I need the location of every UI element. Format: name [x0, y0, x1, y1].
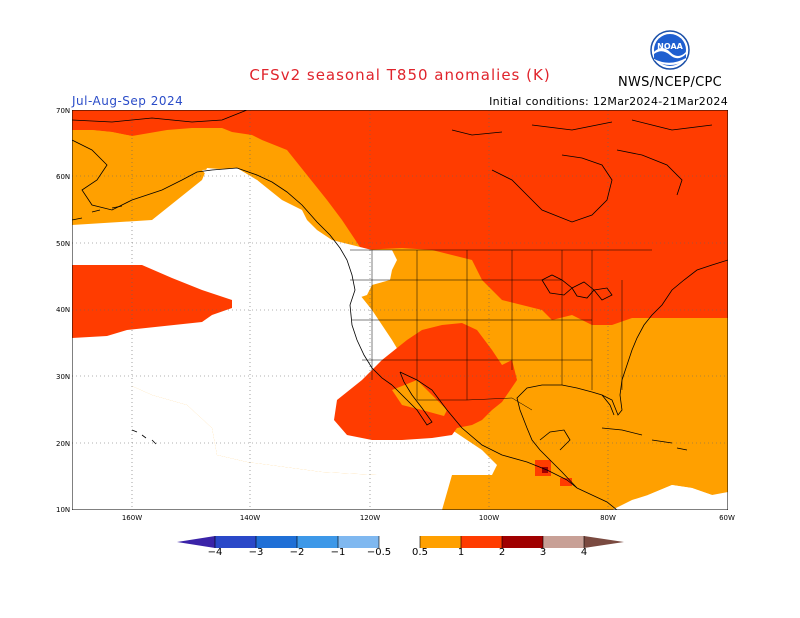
grid-lines [72, 110, 728, 510]
forecast-period: Jul-Aug-Sep 2024 [72, 94, 184, 108]
lat-label: 60N [56, 173, 71, 181]
lat-label: 40N [56, 306, 71, 314]
legend-label: −4 [207, 547, 223, 558]
red-region-southwest [334, 323, 517, 440]
legend-label: −3 [248, 547, 264, 558]
lon-label: 60W [719, 514, 735, 522]
legend-label: 0.5 [412, 547, 428, 558]
legend-label: −1 [330, 547, 346, 558]
neutral-region-pnw [202, 168, 397, 300]
noaa-logo: NOAA [650, 30, 690, 70]
legend-label: 2 [498, 547, 506, 558]
color-legend [177, 536, 624, 548]
agency-label: NWS/NCEP/CPC [618, 75, 723, 90]
lat-label: 50N [56, 240, 71, 248]
political-borders [350, 249, 652, 411]
coastlines [72, 110, 728, 510]
lat-label: 30N [56, 373, 71, 381]
initial-conditions: Initial conditions: 12Mar2024-21Mar2024 [489, 95, 728, 108]
lon-label: 160W [121, 514, 143, 522]
lon-label: 120W [359, 514, 381, 522]
legend-label: 3 [539, 547, 547, 558]
lon-label: 80W [600, 514, 616, 522]
lat-label: 20N [56, 440, 71, 448]
logo-text: NOAA [657, 42, 683, 51]
neutral-region-pacific [72, 386, 452, 510]
legend-label: 4 [580, 547, 588, 558]
lon-label: 100W [478, 514, 500, 522]
red-region-north [72, 110, 728, 325]
red-region-pacific [72, 265, 232, 338]
lat-label: 10N [56, 506, 71, 514]
lat-label: 70N [56, 107, 71, 115]
legend-label: −0.5 [366, 547, 392, 558]
map-title: CFSv2 seasonal T850 anomalies (K) [249, 66, 551, 84]
legend-label: −2 [289, 547, 305, 558]
anomaly-map [72, 110, 728, 510]
lon-label: 140W [239, 514, 261, 522]
dark-red-cell [542, 467, 548, 473]
legend-label: 1 [457, 547, 465, 558]
